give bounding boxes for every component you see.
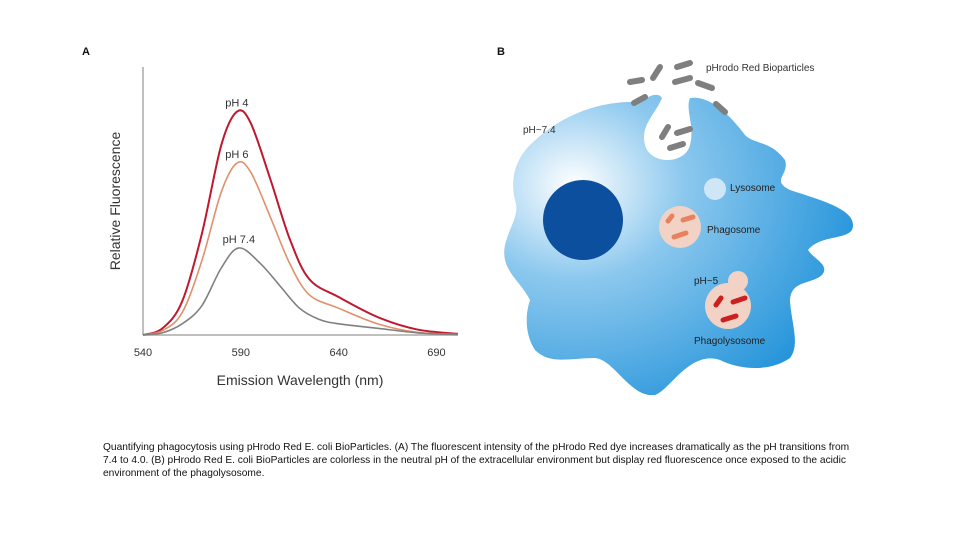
phagosome — [659, 206, 701, 248]
figure-caption: Quantifying phagocytosis using pHrodo Re… — [103, 442, 850, 479]
panel-a-label: A — [82, 46, 90, 58]
bioparticles-label: pHrodo Red Bioparticles — [706, 63, 814, 74]
nucleus — [543, 180, 623, 260]
series-label: pH 6 — [225, 149, 248, 161]
x-axis-label: Emission Wavelength (nm) — [217, 372, 384, 388]
bioparticles — [627, 60, 728, 151]
x-tick-label: 690 — [427, 347, 445, 359]
panel-b-label: B — [497, 46, 505, 58]
phagosome-label: Phagosome — [707, 225, 761, 236]
y-axis-label: Relative Fluorescence — [107, 132, 123, 271]
phagocytosis-diagram: pHrodo Red Bioparticles pH~7.4 Lysosome … — [504, 60, 854, 396]
x-tick-label: 640 — [329, 347, 347, 359]
x-tick-label: 590 — [232, 347, 250, 359]
phagolysosome-ph-label: pH~5 — [694, 276, 719, 287]
emission-chart: 540 590 640 690 pH 4 pH 6 pH 7.4 Emission Wav… — [107, 67, 459, 388]
lysosome — [704, 178, 726, 200]
phagolysosome-label: Phagolysosome — [694, 336, 766, 347]
series-label: pH 7.4 — [223, 234, 255, 246]
extracellular-ph-label: pH~7.4 — [523, 125, 556, 136]
lysosome-label: Lysosome — [730, 183, 776, 194]
x-tick-label: 540 — [134, 347, 152, 359]
series-line-ph-6 — [142, 160, 459, 336]
phagolysosome — [705, 283, 751, 329]
series-line-ph-7-4 — [142, 247, 459, 336]
series-line-ph-4 — [142, 109, 459, 336]
series-label: pH 4 — [225, 98, 248, 110]
